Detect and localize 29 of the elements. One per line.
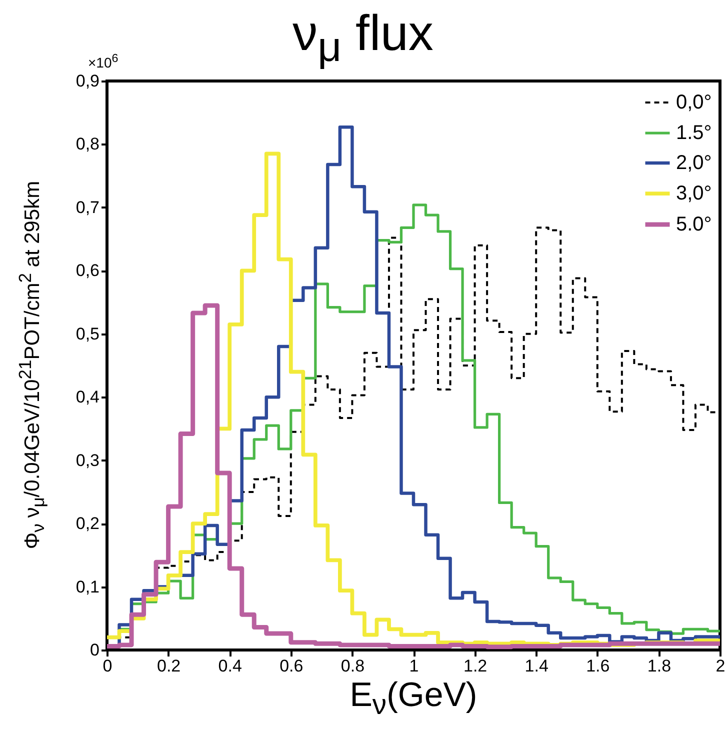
y-tick-label: 0,5 bbox=[76, 324, 100, 344]
y-tick-label: 0,3 bbox=[76, 450, 100, 470]
y-tick-label: 0,2 bbox=[76, 514, 100, 534]
legend-label: 3,0° bbox=[676, 182, 712, 204]
x-tick-label: 0.6 bbox=[280, 656, 304, 676]
x-tick-label: 1.4 bbox=[524, 656, 548, 676]
x-axis-title: E$_{ν}$(GeV) bbox=[348, 676, 478, 722]
chart-title: ν$_{μ}$ flux bbox=[292, 5, 434, 70]
y-tick-label: 0,9 bbox=[76, 72, 100, 90]
legend-label: 5.0° bbox=[676, 214, 712, 236]
y-tick-label: 0,4 bbox=[76, 388, 100, 407]
x-tick-label: 1.8 bbox=[647, 656, 672, 676]
legend-label: 2,0° bbox=[676, 152, 712, 174]
x-tick-label: 0.4 bbox=[218, 656, 242, 676]
x-tick-label: 1.2 bbox=[463, 656, 488, 676]
x-tick-label: 0.2 bbox=[156, 656, 181, 676]
x-tick-label: 0 bbox=[102, 656, 112, 676]
y-tick-label: 0 bbox=[90, 640, 100, 660]
legend-label: 1.5° bbox=[676, 122, 712, 144]
text: ×10$^{6}$ bbox=[88, 52, 118, 71]
y-tick-label: 0,1 bbox=[76, 577, 100, 596]
x-tick-label: 2 bbox=[716, 656, 726, 676]
legend-label: 0,0° bbox=[676, 92, 712, 114]
y-tick-label: 0,8 bbox=[76, 134, 100, 154]
x-tick-label: 1.6 bbox=[586, 656, 610, 676]
x-tick-label: 0.8 bbox=[340, 656, 365, 676]
y-tick-label: 0,7 bbox=[76, 198, 100, 217]
x-tick-label: 1 bbox=[409, 656, 419, 676]
y-tick-label: 0,6 bbox=[76, 261, 100, 280]
